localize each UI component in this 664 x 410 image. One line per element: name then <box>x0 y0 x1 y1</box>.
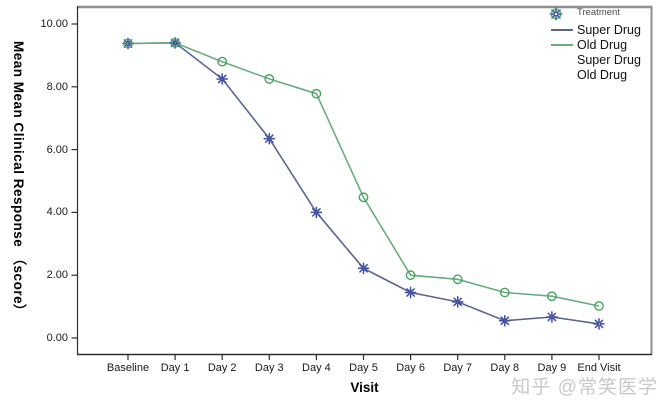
x-tick-label: Day 2 <box>207 362 237 374</box>
circle-marker <box>123 38 133 49</box>
circle-marker <box>264 74 275 84</box>
star-marker <box>122 37 134 50</box>
circle-marker <box>311 88 322 99</box>
legend-entry: Super Drug <box>549 23 661 38</box>
series-markers-super-drug <box>122 36 605 330</box>
series-line-old-drug <box>127 41 600 307</box>
legend-title: Treatment <box>577 7 620 18</box>
circle-marker <box>405 270 416 281</box>
series-line-super-drug <box>127 41 600 325</box>
y-tick-label: 6.00 <box>46 143 68 156</box>
legend-entry-label: Super Drug <box>577 52 641 67</box>
series-markers-old-drug <box>123 37 604 311</box>
circle-marker <box>452 274 463 285</box>
x-tick-label: Day 1 <box>160 362 190 374</box>
legend-entry: Old Drug <box>549 8 661 82</box>
star-marker <box>549 7 563 21</box>
circle-marker <box>499 287 510 298</box>
star-marker <box>498 314 511 327</box>
x-tick-label: Day 8 <box>490 362 520 374</box>
legend-entry-label: Old Drug <box>577 67 628 82</box>
y-tick-label: 8.00 <box>46 80 68 93</box>
x-axis-title: Visit <box>350 380 379 395</box>
line-swatch-icon <box>551 44 573 47</box>
legend: Treatment Super Drug Old Drug Super Drug Ol… <box>549 7 661 82</box>
x-tick-label: Day 4 <box>302 362 331 374</box>
legend-line-swatch <box>549 29 575 32</box>
legend-entry-label: Super Drug <box>577 23 641 38</box>
circle-marker <box>217 56 228 67</box>
star-marker-icon <box>549 7 563 21</box>
star-marker <box>357 262 370 275</box>
x-tick-label: Day 3 <box>254 362 284 374</box>
legend-entries: Super Drug Old Drug Super Drug Old Drug <box>549 7 661 82</box>
y-tick-label: 2.00 <box>46 269 68 282</box>
star-marker <box>169 36 181 49</box>
star-marker <box>451 296 464 308</box>
circle-marker <box>547 291 557 302</box>
circle-marker-icon <box>550 8 562 20</box>
star-marker <box>263 132 276 145</box>
star-marker <box>310 206 323 219</box>
y-tick-label: 0.00 <box>46 332 68 344</box>
legend-line-swatch <box>549 44 575 47</box>
y-tick-label: 10.00 <box>40 18 68 30</box>
circle-marker <box>550 8 562 20</box>
legend-entry: Super Drug <box>549 7 661 68</box>
star-marker <box>216 73 229 85</box>
x-tick-label: Day 9 <box>537 362 567 374</box>
line-swatch-icon <box>551 29 573 32</box>
circle-marker <box>358 192 369 203</box>
x-tick-label: End Visit <box>577 362 621 374</box>
star-marker <box>404 286 417 299</box>
watermark: 知乎 @常笑医学 <box>511 377 658 398</box>
x-tick-label: Day 7 <box>443 362 473 374</box>
legend-entry-label: Old Drug <box>577 38 628 53</box>
circle-marker <box>594 301 604 311</box>
x-tick-label: Baseline <box>106 362 150 374</box>
star-marker <box>546 311 558 323</box>
y-axis-title: Mean Mean Clinical Response （score） <box>11 41 26 319</box>
y-tick-label: 4.00 <box>46 206 68 219</box>
legend-entry: Old Drug <box>549 38 661 53</box>
star-marker <box>593 318 605 330</box>
circle-marker <box>170 37 181 48</box>
x-tick-label: Day 5 <box>349 362 378 374</box>
x-tick-label: Day 6 <box>396 362 425 374</box>
